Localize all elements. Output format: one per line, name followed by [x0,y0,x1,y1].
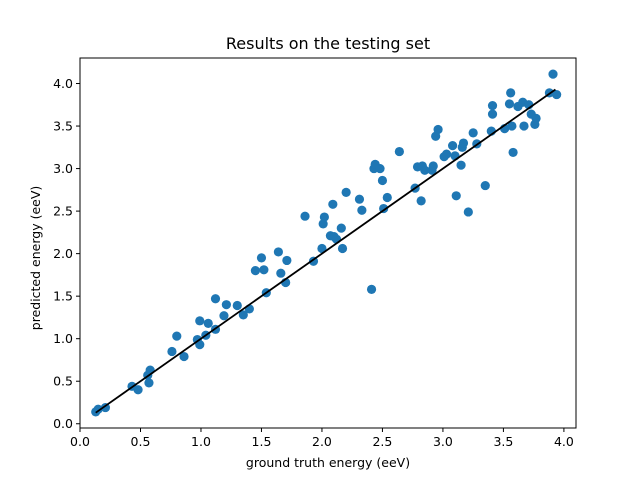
data-point-40 [336,223,346,233]
data-point-66 [451,191,461,201]
y-tick-label: 3.0 [53,161,73,176]
data-point-28 [276,268,286,278]
data-point-44 [357,205,367,215]
x-tick-label: 3.0 [433,434,453,449]
y-axis-ticks: 0.0 0.5 1.0 1.5 2.0 2.5 3.0 3.5 4.0 [53,76,80,431]
data-point-21 [238,310,248,320]
fit-line [95,88,556,414]
x-tick-label: 0.0 [70,434,90,449]
data-point-19 [221,300,231,310]
x-axis-ticks: 0.0 0.5 1.0 1.5 2.0 2.5 3.0 3.5 4.0 [70,428,574,449]
data-point-25 [259,265,269,275]
data-point-8 [167,346,177,357]
x-tick-label: 1.0 [191,434,211,449]
data-point-35 [319,212,329,222]
data-point-18 [219,311,229,321]
data-point-16 [210,294,221,304]
data-point-76 [487,101,498,111]
y-tick-label: 4.0 [53,76,73,91]
x-tick-label: 2.0 [312,434,332,449]
data-point-9 [172,331,182,341]
data-point-37 [328,199,338,209]
y-tick-label: 3.5 [53,119,73,134]
data-point-59 [428,161,438,171]
data-point-45 [366,284,377,294]
y-axis-label: predicted energy (eeV) [28,186,43,330]
data-point-69 [458,138,469,148]
data-point-12 [195,340,205,350]
data-point-64 [448,141,458,151]
data-point-88 [531,113,541,123]
data-point-31 [300,211,310,221]
data-point-6 [144,378,154,388]
data-point-34 [318,219,328,229]
data-point-15 [203,318,213,328]
x-tick-label: 1.5 [252,434,272,449]
data-point-10 [179,351,189,362]
data-point-63 [441,149,452,159]
x-tick-label: 4.0 [554,434,574,449]
data-point-84 [519,121,529,131]
data-point-48 [375,163,385,174]
data-point-81 [508,147,518,158]
data-point-41 [337,243,348,254]
x-tick-label: 2.5 [372,434,392,449]
data-point-27 [273,247,283,257]
data-point-4 [133,385,143,395]
data-point-75 [487,109,498,119]
y-tick-label: 1.5 [53,289,73,304]
data-point-73 [480,180,490,191]
y-tick-label: 0.5 [53,374,73,389]
data-point-90 [548,69,558,79]
data-point-23 [250,266,261,276]
chart-title: Results on the testing set [226,34,430,53]
data-point-67 [456,160,466,170]
data-point-52 [394,146,404,157]
data-point-13 [195,316,205,326]
data-point-57 [420,165,430,175]
data-point-61 [433,124,443,135]
y-tick-label: 0.0 [53,416,73,431]
plot-frame [79,57,577,429]
data-point-70 [463,207,473,217]
data-point-33 [317,243,327,254]
y-tick-label: 1.0 [53,331,73,346]
data-point-49 [377,175,388,186]
x-axis-label: ground truth energy (eeV) [246,455,410,470]
data-point-20 [232,300,242,311]
x-tick-label: 0.5 [131,434,151,449]
y-tick-label: 2.0 [53,246,73,261]
data-point-80 [507,121,517,131]
data-point-91 [552,89,562,100]
data-point-42 [341,187,351,197]
data-point-78 [504,99,515,109]
data-point-24 [256,253,267,263]
data-point-71 [468,128,478,138]
data-point-79 [506,88,516,98]
x-tick-label: 3.5 [493,434,513,449]
plot-area [79,57,577,429]
data-point-43 [354,194,365,204]
y-tick-label: 2.5 [53,204,73,219]
data-point-30 [282,255,292,266]
data-point-55 [416,196,426,206]
data-point-51 [382,192,392,203]
